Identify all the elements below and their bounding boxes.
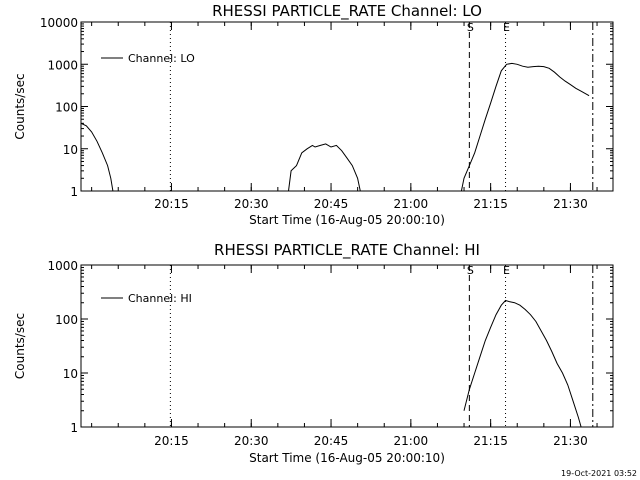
panel2-y-tick-label: 100 [55,313,78,327]
panel2-title: RHESSI PARTICLE_RATE Channel: HI [214,241,480,260]
panel1-y-tick-label: 10 [63,143,78,157]
panel2-x-tick-label: 21:30 [553,434,588,448]
panel2-x-tick-label: 20:30 [234,434,269,448]
panel1-y-axis-label: Counts/sec [13,73,27,139]
panel1-y-tick-label: 1000 [47,58,78,72]
panel2-series-line [463,299,582,428]
footer-timestamp: 19-Oct-2021 03:52 [561,469,637,478]
panel1-series-line [460,62,590,192]
panel2-y-axis-label: Counts/sec [13,313,27,379]
panel1-marker-label: E [503,21,510,34]
panel1-x-tick-label: 20:15 [154,197,189,211]
panel1-x-tick-label: 20:45 [314,197,349,211]
panel2-marker-label: S [467,264,474,277]
panel2-x-tick-label: 20:45 [314,434,349,448]
panel1-title: RHESSI PARTICLE_RATE Channel: LO [212,2,482,21]
panel1-legend-label: Channel: LO [128,52,195,65]
panel2-y-tick-label: 1000 [47,259,78,273]
panel1-y-tick-label: 100 [55,101,78,115]
panel2-x-tick-label: 21:00 [394,434,429,448]
panel2-marker-label: E [503,264,510,277]
panel1-x-tick-label: 21:00 [394,197,429,211]
panel1-y-tick-label: 1 [70,185,78,199]
panel2-x-tick-label: 20:15 [154,434,189,448]
panel1-series-line [288,143,361,192]
panel1-series-line [80,122,114,192]
panel2-legend-label: Channel: HI [128,292,192,305]
panel1-x-tick-label: 21:30 [553,197,588,211]
panel2-plot-frame [80,264,614,428]
panel1-x-axis-label: Start Time (16-Aug-05 20:00:10) [249,213,445,227]
panel1-marker-label: S [467,21,474,34]
panel1-x-tick-label: 21:15 [473,197,508,211]
panel2-x-axis-label: Start Time (16-Aug-05 20:00:10) [249,451,445,465]
panel2-y-tick-label: 1 [70,421,78,435]
panel1-y-tick-label: 10000 [40,16,78,30]
panel1-plot-frame [80,21,614,192]
panel1-x-tick-label: 20:30 [234,197,269,211]
panel2-y-tick-label: 10 [63,367,78,381]
panel2-x-tick-label: 21:15 [473,434,508,448]
